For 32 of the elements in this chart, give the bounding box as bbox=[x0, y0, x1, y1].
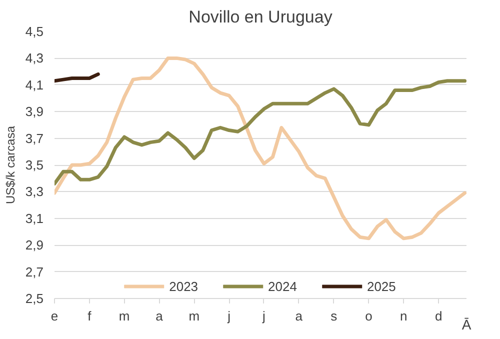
legend-label: 2023 bbox=[169, 278, 198, 294]
line-series bbox=[54, 56, 466, 240]
legend-label: 2025 bbox=[366, 278, 396, 294]
x-tick-label: m bbox=[118, 308, 130, 324]
x-tick-label: d bbox=[434, 308, 442, 324]
x-axis-title: Ā bbox=[462, 316, 472, 332]
y-tick-label: 3,5 bbox=[25, 158, 44, 172]
y-tick-label: 3,9 bbox=[25, 104, 44, 120]
x-tick-label: s bbox=[330, 308, 338, 324]
x-tick-label: j bbox=[262, 308, 266, 324]
y-tick-label: 4,3 bbox=[25, 50, 44, 66]
y-tick-label: 4,5 bbox=[25, 24, 44, 39]
y-tick-label: 3,7 bbox=[25, 130, 44, 146]
x-tick-label: n bbox=[400, 308, 408, 324]
y-tick-label: 3,3 bbox=[25, 184, 44, 200]
line-series bbox=[54, 72, 100, 83]
chart-title: Novillo en Uruguay bbox=[188, 8, 333, 26]
line-series bbox=[54, 79, 466, 186]
y-tick-label: 2,5 bbox=[25, 291, 44, 306]
y-axis-title: US$/k carcasa bbox=[3, 126, 18, 204]
y-tick-label: 4,1 bbox=[25, 77, 44, 92]
y-tick-label: 3,1 bbox=[25, 210, 44, 226]
x-tick-label: a bbox=[295, 308, 304, 324]
x-tick-label: j bbox=[226, 308, 231, 324]
x-tick-label: o bbox=[365, 308, 372, 324]
legend-label: 2024 bbox=[268, 278, 297, 294]
x-tick-label: m bbox=[188, 308, 200, 324]
x-tick-label: e bbox=[50, 308, 58, 324]
y-tick-label: 2,7 bbox=[25, 264, 44, 280]
x-tick-label: a bbox=[156, 308, 164, 324]
y-tick-label: 2,9 bbox=[25, 238, 44, 253]
x-tick-label: f bbox=[88, 308, 92, 324]
